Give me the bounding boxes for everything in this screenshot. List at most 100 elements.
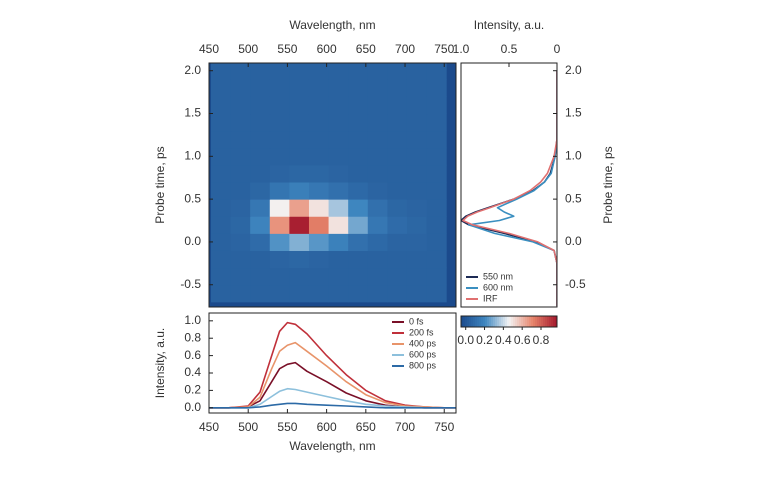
heatmap-cell bbox=[210, 267, 232, 286]
heatmap-cell bbox=[348, 164, 369, 183]
heatmap-cell bbox=[426, 130, 447, 149]
heatmap-cell bbox=[230, 182, 251, 200]
heatmap-cell bbox=[426, 182, 447, 200]
x-tick-label: 0.5 bbox=[501, 42, 518, 56]
colorbar-segment bbox=[543, 316, 546, 327]
heatmap-cell bbox=[230, 63, 251, 80]
colorbar-segment bbox=[463, 316, 466, 327]
colorbar-segment bbox=[539, 316, 542, 327]
heatmap-cell bbox=[230, 216, 251, 234]
heatmap-cell bbox=[328, 199, 349, 217]
heatmap-cell bbox=[269, 250, 290, 269]
colorbar-segment bbox=[503, 316, 506, 327]
heatmap-cell bbox=[308, 233, 330, 251]
heatmap-cell bbox=[289, 267, 310, 286]
heatmap-cell bbox=[348, 216, 369, 234]
colorbar-tick-label: 0.2 bbox=[476, 333, 493, 347]
heatmap-cell bbox=[269, 164, 290, 183]
heatmap-cell bbox=[406, 130, 428, 149]
colorbar-segment bbox=[479, 316, 482, 327]
heatmap-cell bbox=[210, 250, 232, 269]
heatmap-cell bbox=[348, 182, 369, 200]
colorbar-segment bbox=[527, 316, 530, 327]
heatmap-cell bbox=[269, 233, 290, 251]
colorbar-segment bbox=[493, 316, 496, 327]
y-tick-label: 1.5 bbox=[184, 106, 201, 120]
y-tick-label: 0.2 bbox=[184, 383, 201, 397]
heatmap-cell bbox=[250, 96, 271, 115]
x-tick-label: 1.0 bbox=[453, 42, 470, 56]
heatmap-cell bbox=[210, 284, 232, 303]
heatmap-cell bbox=[387, 216, 408, 234]
heatmap-cell bbox=[348, 96, 369, 115]
y-tick-label: -0.5 bbox=[565, 277, 586, 291]
heatmap-cell bbox=[328, 96, 349, 115]
colorbar-segment bbox=[521, 316, 524, 327]
heatmap-cell bbox=[308, 79, 330, 97]
colorbar-segment bbox=[497, 316, 500, 327]
colorbar-frame bbox=[460, 315, 558, 328]
heatmap-cell bbox=[210, 63, 232, 80]
heatmap-cell bbox=[210, 113, 232, 132]
heatmap-cell bbox=[308, 96, 330, 115]
heatmap-cell bbox=[367, 182, 388, 200]
heatmap-cell bbox=[269, 284, 290, 303]
x-tick-label: 700 bbox=[395, 420, 415, 434]
colorbar-segment bbox=[541, 316, 544, 327]
heatmap-cell bbox=[328, 250, 349, 269]
heatmap-cell bbox=[367, 96, 388, 115]
heatmap-cell bbox=[348, 113, 369, 132]
heatmap-cell bbox=[250, 147, 271, 166]
x-tick-label: 600 bbox=[317, 42, 337, 56]
heatmap-cell bbox=[367, 79, 388, 97]
x-axis-title: Intensity, a.u. bbox=[474, 18, 544, 32]
colorbar-segment bbox=[477, 316, 480, 327]
heatmap-cell bbox=[250, 216, 271, 234]
heatmap-cell bbox=[230, 164, 251, 183]
colorbar-segment bbox=[547, 316, 550, 327]
heatmap-cell bbox=[230, 284, 251, 303]
heatmap-cell bbox=[210, 79, 232, 97]
heatmap-cell bbox=[426, 113, 447, 132]
colorbar-segment bbox=[511, 316, 514, 327]
colorbar-segment bbox=[549, 316, 552, 327]
heatmap-cell bbox=[387, 284, 408, 303]
heatmap-cell bbox=[328, 79, 349, 97]
colorbar-segment bbox=[471, 316, 474, 327]
colorbar-segment bbox=[553, 316, 556, 327]
colorbar-tick-label: 0.0 bbox=[457, 333, 474, 347]
heatmap-cell bbox=[250, 233, 271, 251]
heatmap-cell bbox=[387, 96, 408, 115]
heatmap-cell bbox=[269, 182, 290, 200]
y-tick-label: 1.0 bbox=[184, 313, 201, 327]
heatmap-cell bbox=[387, 233, 408, 251]
heatmap-cell bbox=[387, 199, 408, 217]
heatmap-cell bbox=[328, 267, 349, 286]
plot-frame bbox=[208, 62, 457, 308]
heatmap-cell bbox=[250, 164, 271, 183]
heatmap-cell bbox=[210, 182, 232, 200]
y-tick-label: 1.0 bbox=[565, 148, 582, 162]
heatmap-cell bbox=[250, 63, 271, 80]
series-line bbox=[209, 402, 456, 409]
colorbar-segment bbox=[475, 316, 478, 327]
heatmap-cell bbox=[308, 267, 330, 286]
heatmap-cell bbox=[230, 250, 251, 269]
heatmap-cell bbox=[426, 79, 447, 97]
y-tick-label: 2.0 bbox=[184, 63, 201, 77]
x-axis-title: Wavelength, nm bbox=[289, 439, 375, 453]
heatmap-cell bbox=[250, 250, 271, 269]
heatmap-cell bbox=[210, 216, 232, 234]
heatmap-cell bbox=[328, 113, 349, 132]
heatmap-cell bbox=[426, 250, 447, 269]
colorbar-segment bbox=[501, 316, 504, 327]
colorbar-segment bbox=[517, 316, 520, 327]
heatmap-cell bbox=[289, 130, 310, 149]
heatmap-cell bbox=[230, 130, 251, 149]
plot-frame bbox=[208, 312, 457, 414]
heatmap-cell bbox=[289, 250, 310, 269]
heatmap-cell bbox=[210, 96, 232, 115]
heatmap-cell bbox=[387, 130, 408, 149]
heatmap-cell bbox=[348, 130, 369, 149]
heatmap-cell bbox=[328, 216, 349, 234]
